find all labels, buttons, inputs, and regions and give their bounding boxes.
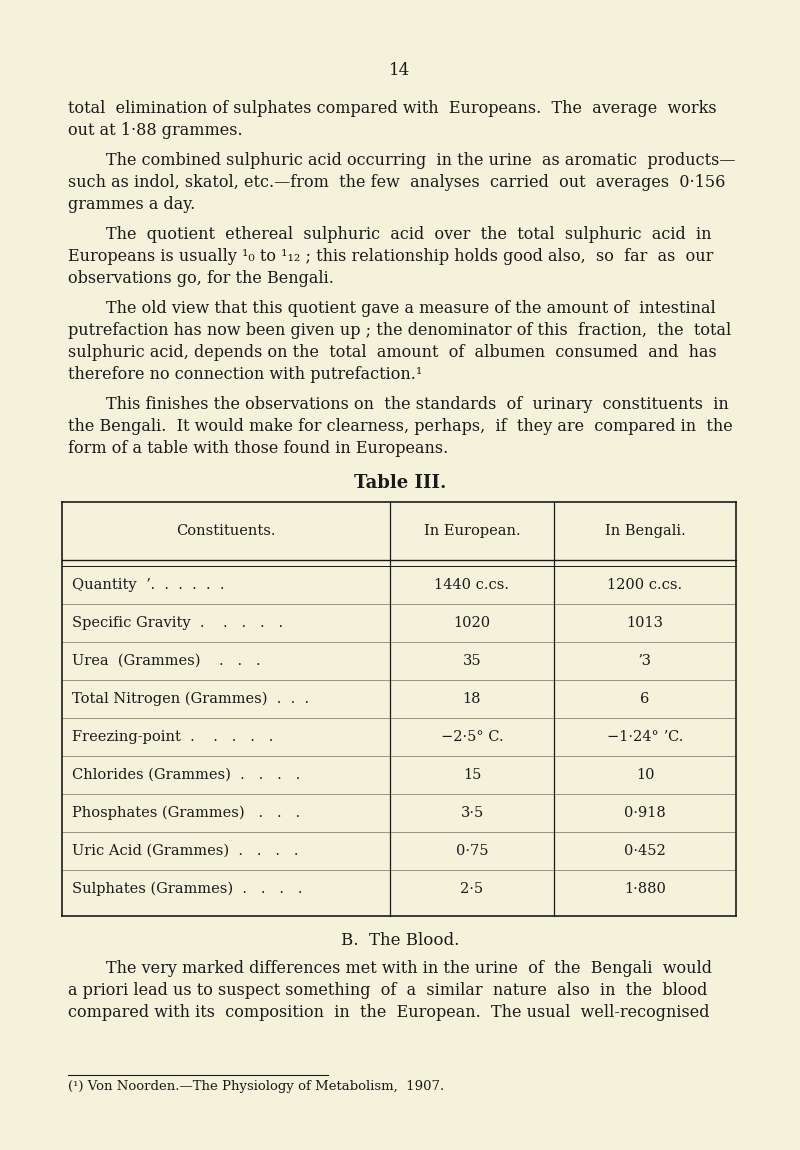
Text: form of a table with those found in Europeans.: form of a table with those found in Euro… (68, 440, 448, 457)
Text: 35: 35 (462, 654, 482, 668)
Text: 15: 15 (463, 768, 481, 782)
Text: 0·918: 0·918 (624, 806, 666, 820)
Text: Phosphates (Grammes)   .   .   .: Phosphates (Grammes) . . . (72, 806, 300, 820)
Text: Chlorides (Grammes)  .   .   .   .: Chlorides (Grammes) . . . . (72, 768, 300, 782)
Text: The  quotient  ethereal  sulphuric  acid  over  the  total  sulphuric  acid  in: The quotient ethereal sulphuric acid ove… (106, 227, 711, 243)
Text: 1·880: 1·880 (624, 882, 666, 896)
Text: 10: 10 (636, 768, 654, 782)
Text: 6: 6 (640, 692, 650, 706)
Text: Sulphates (Grammes)  .   .   .   .: Sulphates (Grammes) . . . . (72, 882, 302, 896)
Text: Uric Acid (Grammes)  .   .   .   .: Uric Acid (Grammes) . . . . (72, 844, 298, 858)
Text: In Bengali.: In Bengali. (605, 524, 686, 538)
Text: 18: 18 (462, 692, 482, 706)
Text: 1440 c.cs.: 1440 c.cs. (434, 578, 510, 592)
Text: 1020: 1020 (454, 616, 490, 630)
Text: Constituents.: Constituents. (176, 524, 276, 538)
Text: The combined sulphuric acid occurring  in the urine  as aromatic  products—: The combined sulphuric acid occurring in… (106, 152, 735, 169)
Text: 0·452: 0·452 (624, 844, 666, 858)
Text: The very marked differences met with in the urine  of  the  Bengali  would: The very marked differences met with in … (106, 960, 712, 978)
Text: 3·5: 3·5 (460, 806, 484, 820)
Text: putrefaction has now been given up ; the denominator of this  fraction,  the  to: putrefaction has now been given up ; the… (68, 322, 731, 339)
Text: 2·5: 2·5 (461, 882, 483, 896)
Text: grammes a day.: grammes a day. (68, 196, 195, 213)
Text: −2·5° C.: −2·5° C. (441, 730, 503, 744)
Text: total  elimination of sulphates compared with  Europeans.  The  average  works: total elimination of sulphates compared … (68, 100, 717, 117)
Text: ʼ3: ʼ3 (638, 654, 652, 668)
Text: Europeans is usually ¹₀ to ¹₁₂ ; this relationship holds good also,  so  far  as: Europeans is usually ¹₀ to ¹₁₂ ; this re… (68, 248, 714, 264)
Text: 0·75: 0·75 (456, 844, 488, 858)
Text: Quantity  ʼ.  .  .  .  .  .: Quantity ʼ. . . . . . (72, 578, 225, 592)
Text: compared with its  composition  in  the  European.  The usual  well-recognised: compared with its composition in the Eur… (68, 1004, 710, 1021)
Text: the Bengali.  It would make for clearness, perhaps,  if  they are  compared in  : the Bengali. It would make for clearness… (68, 417, 733, 435)
Text: a priori lead us to suspect something  of  a  similar  nature  also  in  the  bl: a priori lead us to suspect something of… (68, 982, 707, 999)
Text: 1200 c.cs.: 1200 c.cs. (607, 578, 682, 592)
Text: B.  The Blood.: B. The Blood. (341, 932, 459, 949)
Text: This finishes the observations on  the standards  of  urinary  constituents  in: This finishes the observations on the st… (106, 396, 729, 413)
Text: Specific Gravity  .    .   .   .   .: Specific Gravity . . . . . (72, 616, 283, 630)
Text: Table III.: Table III. (354, 474, 446, 492)
Text: (¹) Von Noorden.—The Physiology of Metabolism,  1907.: (¹) Von Noorden.—The Physiology of Metab… (68, 1080, 444, 1092)
Text: such as indol, skatol, etc.—from  the few  analyses  carried  out  averages  0·1: such as indol, skatol, etc.—from the few… (68, 174, 726, 191)
Text: 14: 14 (390, 62, 410, 79)
Text: The old view that this quotient gave a measure of the amount of  intestinal: The old view that this quotient gave a m… (106, 300, 716, 317)
Text: Total Nitrogen (Grammes)  .  .  .: Total Nitrogen (Grammes) . . . (72, 692, 309, 706)
Text: Urea  (Grammes)    .   .   .: Urea (Grammes) . . . (72, 654, 261, 668)
Text: sulphuric acid, depends on the  total  amount  of  albumen  consumed  and  has: sulphuric acid, depends on the total amo… (68, 344, 717, 361)
Text: observations go, for the Bengali.: observations go, for the Bengali. (68, 270, 334, 288)
Text: −1·24° ʼC.: −1·24° ʼC. (607, 730, 683, 744)
Text: out at 1·88 grammes.: out at 1·88 grammes. (68, 122, 242, 139)
Text: therefore no connection with putrefaction.¹: therefore no connection with putrefactio… (68, 366, 422, 383)
Text: Freezing-point  .    .   .   .   .: Freezing-point . . . . . (72, 730, 274, 744)
Text: In European.: In European. (424, 524, 520, 538)
Text: 1013: 1013 (626, 616, 663, 630)
